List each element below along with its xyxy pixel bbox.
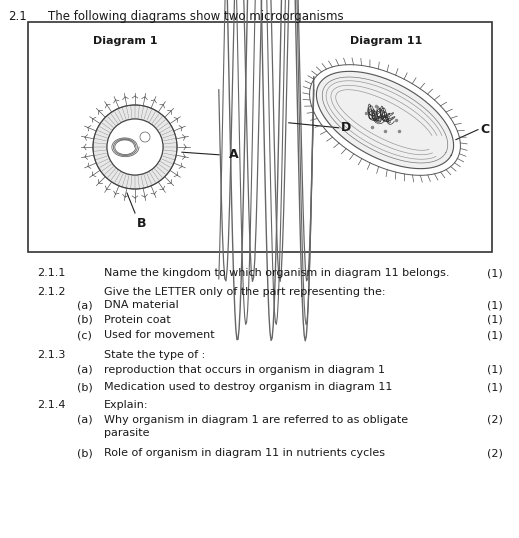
Text: Why organism in diagram 1 are referred to as obligate: Why organism in diagram 1 are referred t…: [104, 415, 408, 425]
Text: Diagram 11: Diagram 11: [350, 36, 422, 46]
Text: (a): (a): [77, 300, 92, 310]
Text: (c): (c): [77, 330, 92, 340]
Text: (b): (b): [77, 448, 93, 458]
Text: 2.1: 2.1: [8, 10, 27, 23]
Text: C: C: [480, 123, 489, 136]
Text: B: B: [137, 217, 146, 230]
Bar: [28, 22, 492, 252]
Text: 2.1.2: 2.1.2: [37, 287, 65, 297]
Text: (a): (a): [77, 415, 92, 425]
Text: A: A: [229, 148, 239, 161]
Text: Medication used to destroy organism in diagram 11: Medication used to destroy organism in d…: [104, 382, 392, 392]
Text: (1): (1): [487, 382, 503, 392]
Polygon shape: [317, 72, 454, 168]
Text: Name the kingdom to which organism in diagram 11 belongs.: Name the kingdom to which organism in di…: [104, 268, 449, 278]
Text: Diagram 1: Diagram 1: [93, 36, 157, 46]
Text: The following diagrams show two microorganisms: The following diagrams show two microorg…: [48, 10, 344, 23]
Text: (1): (1): [487, 330, 503, 340]
Circle shape: [93, 105, 177, 189]
Text: Protein coat: Protein coat: [104, 315, 171, 325]
Text: DNA material: DNA material: [104, 300, 179, 310]
Text: Role of organism in diagram 11 in nutrients cycles: Role of organism in diagram 11 in nutrie…: [104, 448, 385, 458]
Text: (b): (b): [77, 382, 93, 392]
Circle shape: [107, 119, 163, 175]
Text: parasite: parasite: [104, 428, 149, 438]
Text: Used for movement: Used for movement: [104, 330, 215, 340]
Text: 2.1.1: 2.1.1: [37, 268, 65, 278]
Text: (1): (1): [487, 315, 503, 325]
Text: 2.1.3: 2.1.3: [37, 350, 65, 360]
Text: (1): (1): [487, 268, 503, 278]
Text: D: D: [341, 121, 351, 134]
Text: 2.1.4: 2.1.4: [37, 400, 65, 410]
Text: Give the LETTER only of the part representing the:: Give the LETTER only of the part represe…: [104, 287, 386, 297]
Text: (a): (a): [77, 365, 92, 375]
Text: (1): (1): [487, 365, 503, 375]
Text: State the type of :: State the type of :: [104, 350, 205, 360]
Text: (2): (2): [487, 415, 503, 425]
Text: (1): (1): [487, 300, 503, 310]
Text: (2): (2): [487, 448, 503, 458]
Text: reproduction that occurs in organism in diagram 1: reproduction that occurs in organism in …: [104, 365, 385, 375]
Text: Explain:: Explain:: [104, 400, 148, 410]
Text: (b): (b): [77, 315, 93, 325]
